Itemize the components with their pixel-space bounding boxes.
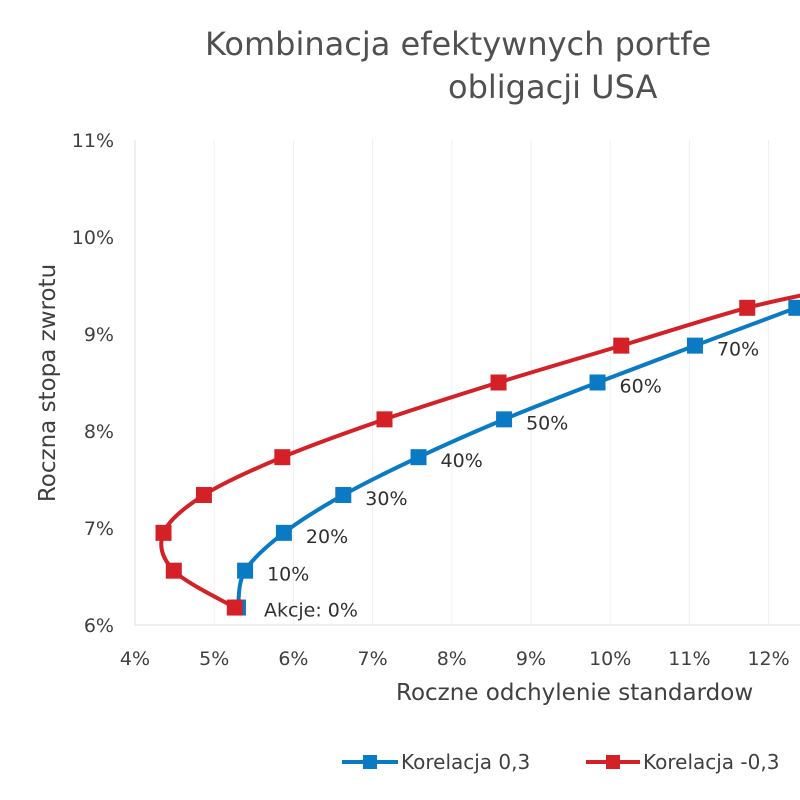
x-tick-label: 10% xyxy=(589,648,631,670)
point-label: 20% xyxy=(306,526,348,548)
point-label: 50% xyxy=(526,412,568,434)
series-red-marker xyxy=(226,599,243,616)
y-tick-label: 9% xyxy=(84,324,114,346)
series-red-marker xyxy=(165,562,182,579)
series-line-blue xyxy=(235,304,800,608)
chart-title-line1: Kombinacja efektywnych portfe xyxy=(205,25,711,63)
point-label: 70% xyxy=(717,339,759,361)
axes xyxy=(134,140,800,626)
legend-label-blue: Korelacja 0,3 xyxy=(401,750,530,774)
point-labels: Akcje: 0% 10% 20% 30% 40% 50% 60% 70% xyxy=(264,339,759,622)
point-label: Akcje: 0% xyxy=(264,600,358,622)
y-tick-label: 7% xyxy=(84,518,114,540)
series-blue-marker xyxy=(788,299,800,316)
x-tick-label: 4% xyxy=(120,648,150,670)
y-tick-label: 8% xyxy=(84,421,114,443)
series-red-marker xyxy=(274,449,291,466)
x-tick-labels: 4% 5% 6% 7% 8% 9% 10% 11% 12% xyxy=(120,648,790,670)
series-blue-marker xyxy=(686,337,703,354)
gridlines xyxy=(134,140,770,625)
x-tick-label: 6% xyxy=(278,648,308,670)
chart-title-line2: obligacji USA xyxy=(448,68,657,106)
y-tick-label: 11% xyxy=(72,130,114,152)
x-tick-label: 11% xyxy=(668,648,710,670)
series-line-red xyxy=(159,293,800,610)
x-tick-label: 7% xyxy=(358,648,388,670)
series-red-marker xyxy=(155,524,172,541)
series-blue-marker xyxy=(275,524,292,541)
series-blue-marker xyxy=(335,487,352,504)
series-red-marker xyxy=(613,337,630,354)
x-tick-label: 8% xyxy=(437,648,467,670)
legend-marker-blue xyxy=(363,755,377,769)
x-tick-label: 12% xyxy=(747,648,789,670)
point-label: 40% xyxy=(441,450,483,472)
y-tick-label: 6% xyxy=(84,615,114,637)
series-red-marker xyxy=(195,487,212,504)
series-red-marker xyxy=(376,411,393,428)
point-label: 10% xyxy=(267,564,309,586)
x-tick-label: 5% xyxy=(199,648,229,670)
y-axis-title: Roczna stopa zwrotu xyxy=(35,264,61,502)
series-red-marker xyxy=(739,299,756,316)
point-label: 30% xyxy=(365,488,407,510)
series-blue-marker xyxy=(237,562,254,579)
x-axis-title: Roczne odchylenie standardow xyxy=(396,680,753,706)
legend-marker-red xyxy=(606,755,620,769)
series-red-marker xyxy=(490,374,507,391)
y-tick-labels: 6% 7% 8% 9% 10% 11% xyxy=(72,130,114,637)
series-blue-marker xyxy=(496,411,513,428)
series-blue-marker xyxy=(410,449,427,466)
point-label: 60% xyxy=(620,376,662,398)
legend-label-red: Korelacja -0,3 xyxy=(643,750,779,774)
series-layer xyxy=(155,293,800,616)
series-blue-marker xyxy=(589,374,606,391)
legend: Korelacja 0,3 Korelacja -0,3 xyxy=(342,750,779,774)
y-tick-label: 10% xyxy=(72,227,114,249)
x-tick-label: 9% xyxy=(516,648,546,670)
